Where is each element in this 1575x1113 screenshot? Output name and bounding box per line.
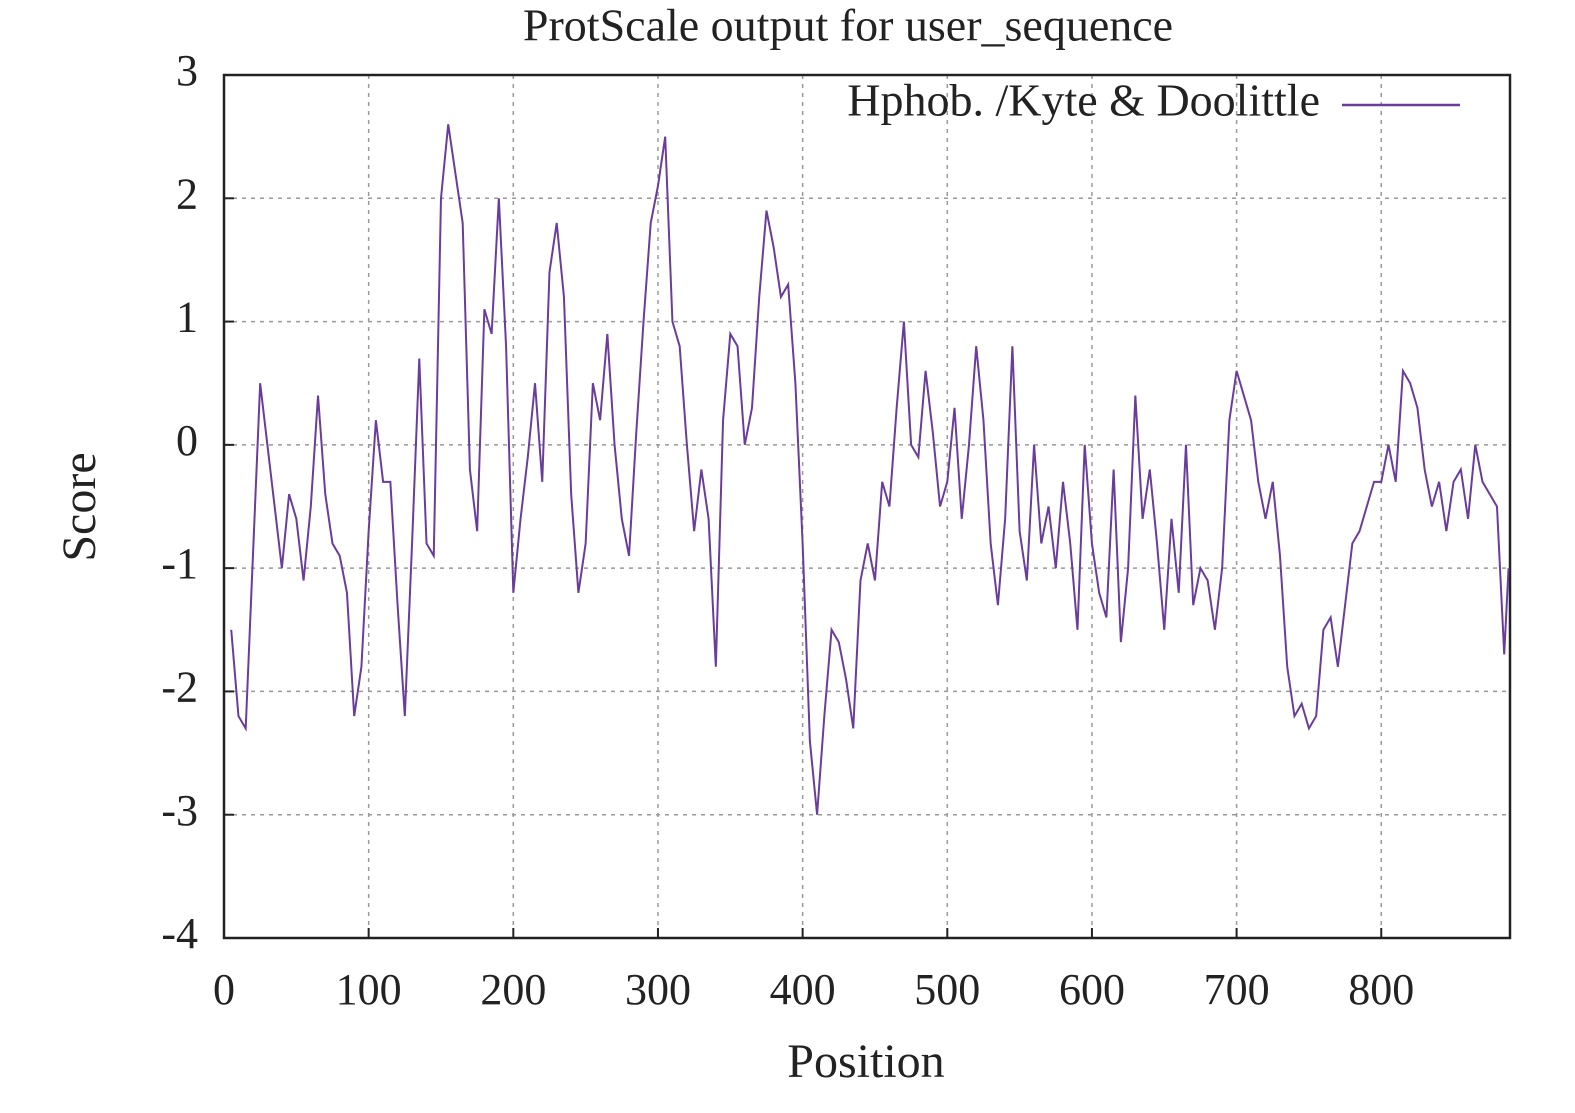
y-tick-label: 3 [176, 46, 198, 95]
y-tick-label: 2 [176, 169, 198, 218]
x-tick-label: 500 [914, 965, 980, 1014]
x-axis-label: Position [787, 1035, 944, 1088]
y-tick-label: 1 [176, 293, 198, 342]
y-tick-label: -1 [161, 539, 198, 588]
x-tick-label: 200 [480, 965, 546, 1014]
chart-title: ProtScale output for user_sequence [523, 0, 1173, 51]
y-axis-label: Score [53, 452, 106, 561]
x-tick-label: 800 [1348, 965, 1414, 1014]
x-tick-label: 300 [625, 965, 691, 1014]
x-tick-label: 700 [1204, 965, 1270, 1014]
plot-frame [222, 73, 1512, 940]
y-tick-label: -3 [161, 786, 198, 835]
y-tick-label: -2 [161, 663, 198, 712]
x-tick-label: 0 [213, 965, 235, 1014]
y-tick-label: 0 [176, 416, 198, 465]
x-tick-label: 400 [770, 965, 836, 1014]
x-tick-label: 100 [336, 965, 402, 1014]
x-tick-label: 600 [1059, 965, 1125, 1014]
y-tick-label: -4 [161, 909, 198, 958]
legend-label: Hphob. /Kyte & Doolittle [847, 75, 1320, 126]
data-line [230, 124, 1510, 815]
